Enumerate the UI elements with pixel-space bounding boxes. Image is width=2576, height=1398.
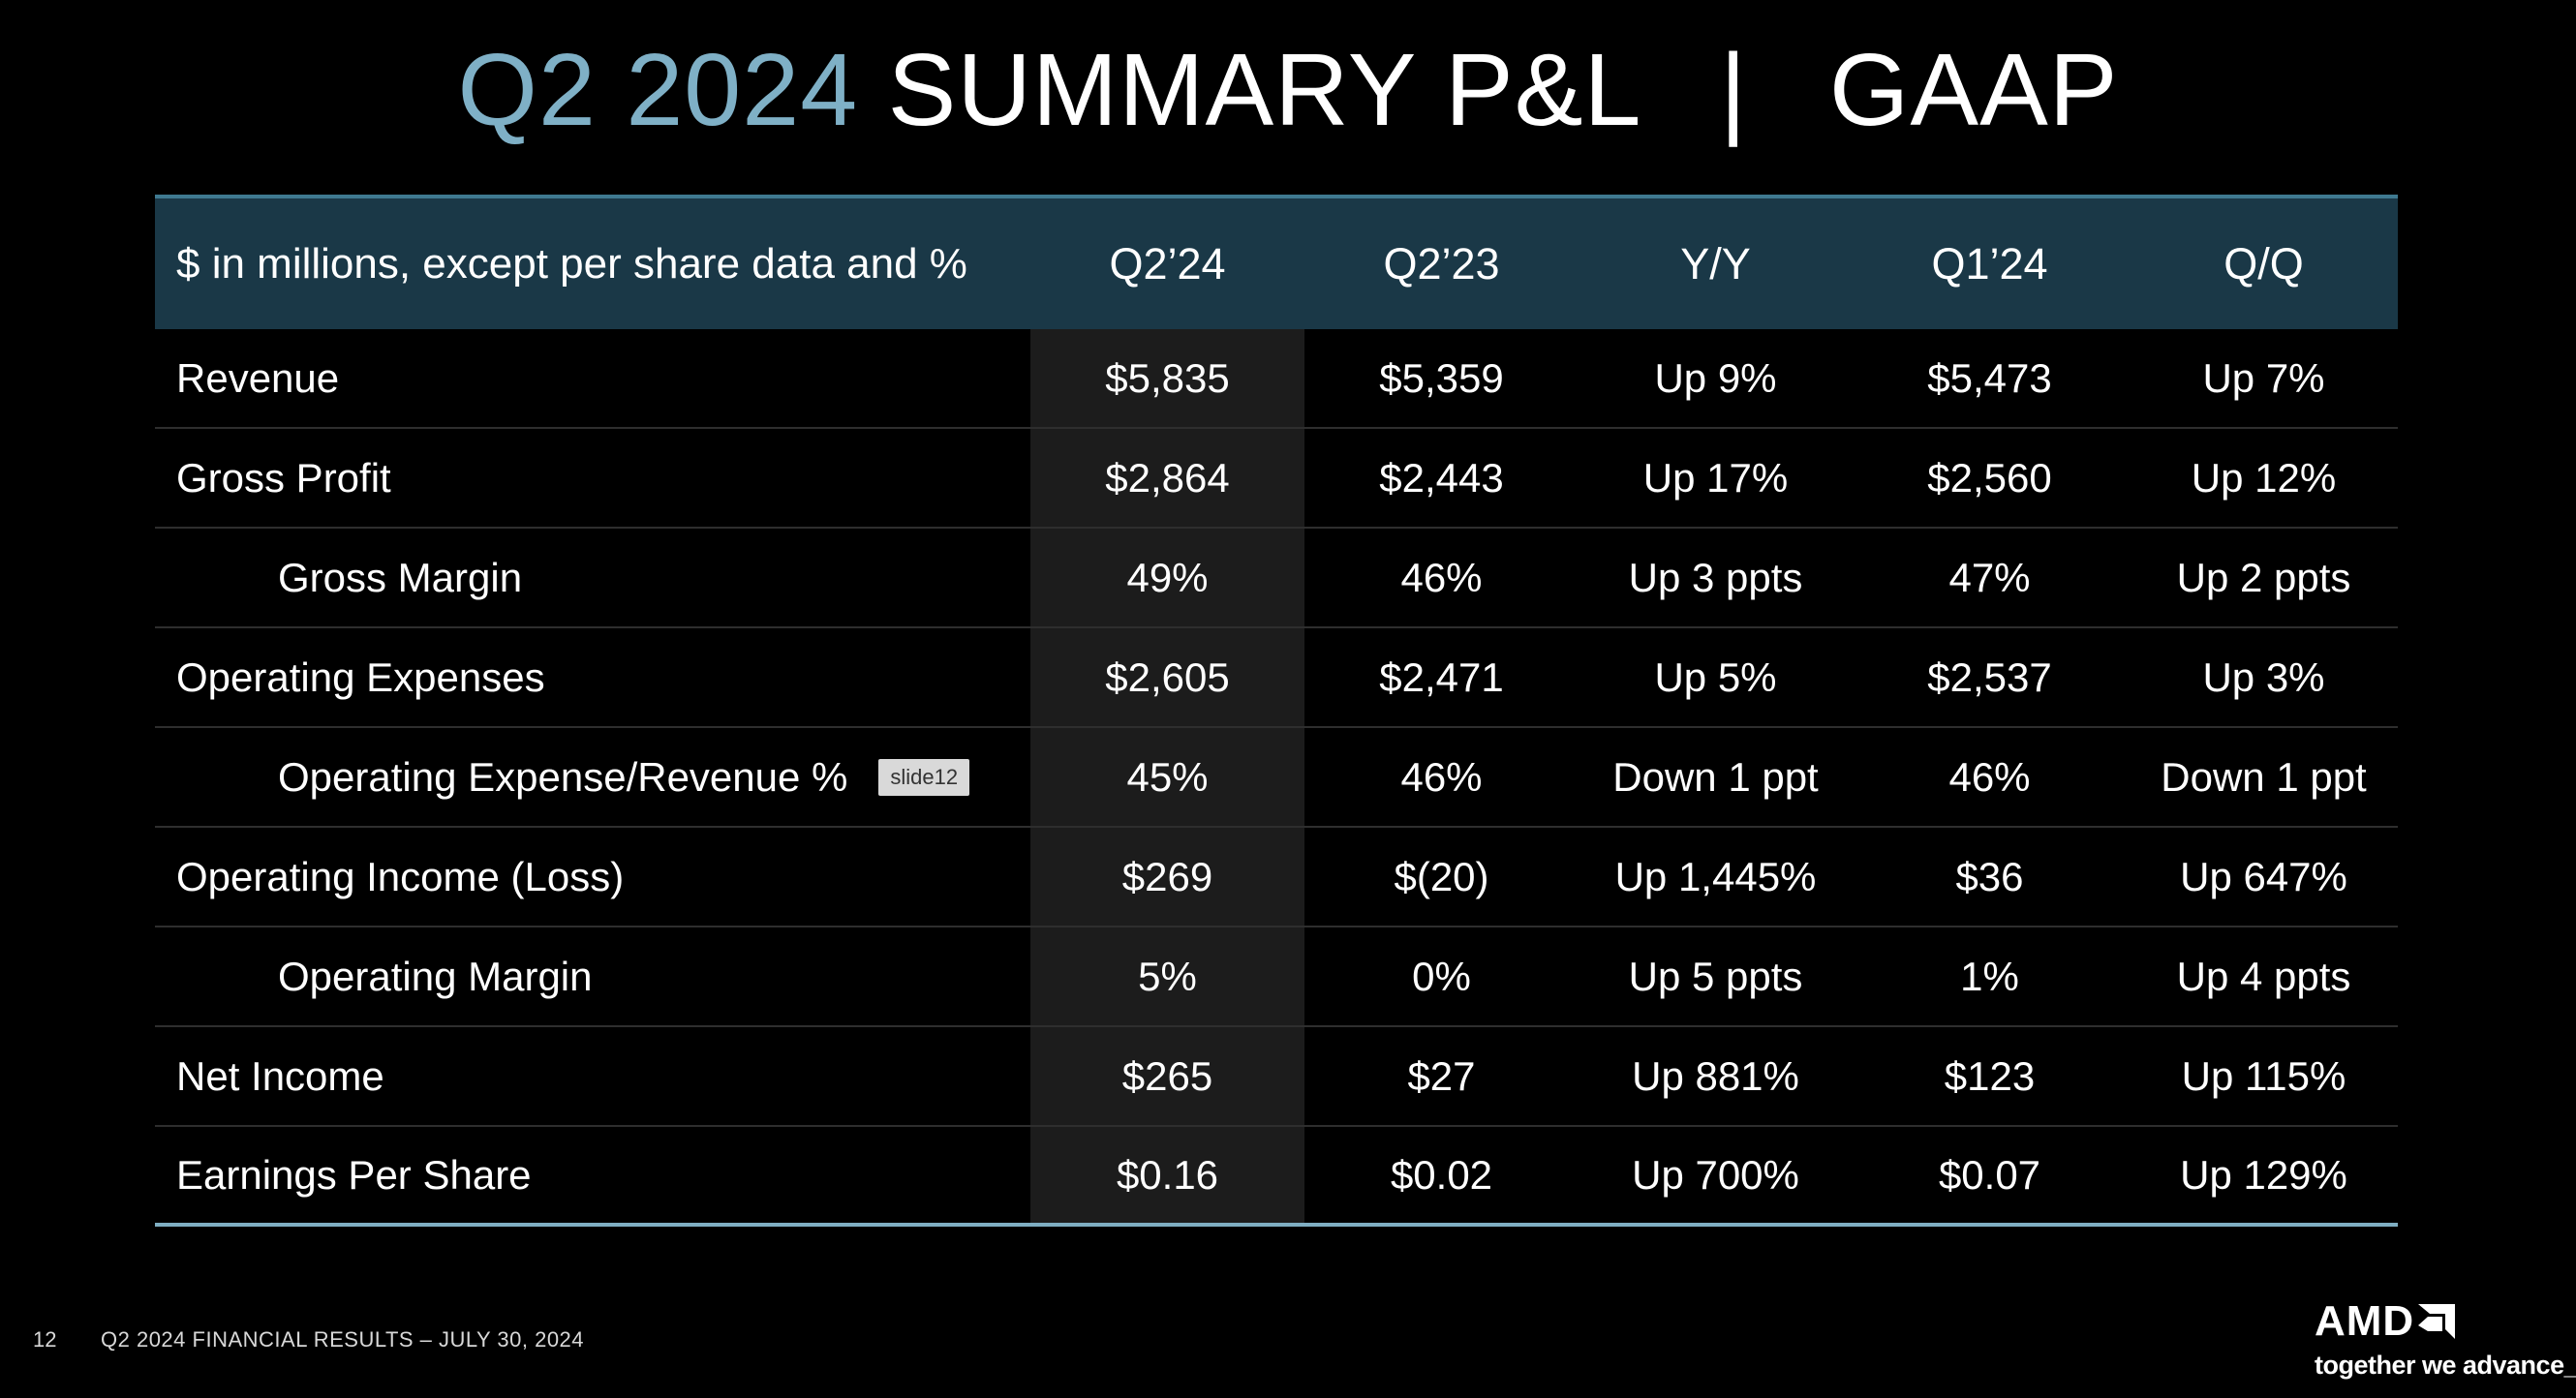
header-q1-24: Q1’24 <box>1931 238 2048 289</box>
table-row-operating-income: Operating Income (Loss) $269 $(20) Up 1,… <box>155 828 2398 927</box>
title-suffix: GAAP <box>1828 33 2119 147</box>
cell-q1-24: $2,537 <box>1927 653 2052 700</box>
cell-q1-24: $0.07 <box>1938 1151 2041 1198</box>
cell-yy: Up 700% <box>1632 1151 1799 1198</box>
table-row-operating-expenses: Operating Expenses $2,605 $2,471 Up 5% $… <box>155 628 2398 728</box>
cell-q2-24: $2,864 <box>1030 429 1304 527</box>
row-label: Gross Profit <box>176 454 391 501</box>
cell-q1-24: $5,473 <box>1927 354 2052 401</box>
cell-q2-24: 5% <box>1030 927 1304 1025</box>
table-row-gross-margin: Gross Margin 49% 46% Up 3 ppts 47% Up 2 … <box>155 529 2398 628</box>
cell-q2-24: $265 <box>1030 1027 1304 1125</box>
cell-q2-23: $5,359 <box>1379 354 1504 401</box>
cell-yy: Up 881% <box>1632 1052 1799 1099</box>
cell-yy: Down 1 ppt <box>1612 753 1819 800</box>
header-qq: Q/Q <box>2223 238 2304 289</box>
cell-q2-24: $5,835 <box>1030 329 1304 427</box>
cell-q1-24: $123 <box>1944 1052 2036 1099</box>
cell-yy: Up 17% <box>1642 454 1789 501</box>
cell-qq: Up 129% <box>2180 1151 2347 1198</box>
cell-qq: Up 4 ppts <box>2176 953 2351 999</box>
cell-yy: Up 5 ppts <box>1628 953 1803 999</box>
cell-q2-23: 0% <box>1412 953 1471 999</box>
cell-qq: Up 3% <box>2202 653 2325 700</box>
table-row-gross-profit: Gross Profit $2,864 $2,443 Up 17% $2,560… <box>155 429 2398 529</box>
cell-q2-24: 45% <box>1030 728 1304 826</box>
slide-tag: slide12 <box>878 758 970 796</box>
cell-qq: Down 1 ppt <box>2161 753 2367 800</box>
footer-text: Q2 2024 FINANCIAL RESULTS – JULY 30, 202… <box>101 1327 585 1352</box>
cell-q2-24: $0.16 <box>1030 1127 1304 1223</box>
cell-q1-24: $36 <box>1955 853 2024 899</box>
logo-wordmark: AMD <box>2315 1297 2415 1345</box>
cell-q2-24: $2,605 <box>1030 628 1304 726</box>
cell-q1-24: 1% <box>1960 953 2019 999</box>
header-yy: Y/Y <box>1680 238 1751 289</box>
table-row-net-income: Net Income $265 $27 Up 881% $123 Up 115% <box>155 1027 2398 1127</box>
title-accent: Q2 2024 <box>457 33 859 147</box>
cell-q2-23: $27 <box>1407 1052 1476 1099</box>
cell-q1-24: $2,560 <box>1927 454 2052 501</box>
cell-q2-23: $2,471 <box>1379 653 1504 700</box>
table-row-revenue: Revenue $5,835 $5,359 Up 9% $5,473 Up 7% <box>155 329 2398 429</box>
row-label: Revenue <box>176 354 340 401</box>
cell-qq: Up 647% <box>2180 853 2347 899</box>
cell-yy: Up 5% <box>1654 653 1777 700</box>
cell-yy: Up 9% <box>1654 354 1777 401</box>
cell-q2-24: 49% <box>1030 529 1304 626</box>
table-header: $ in millions, except per share data and… <box>155 195 2398 329</box>
cell-q1-24: 47% <box>1948 554 2031 600</box>
title-main: SUMMARY P&L <box>887 33 1639 147</box>
row-label: Gross Margin <box>278 554 523 600</box>
amd-logo: AMD together we advance_ <box>2315 1300 2576 1381</box>
amd-arrow-icon <box>2418 1304 2456 1339</box>
cell-yy: Up 3 ppts <box>1628 554 1803 600</box>
title-separator: | <box>1719 33 1748 147</box>
summary-pl-table: $ in millions, except per share data and… <box>155 195 2398 1227</box>
cell-qq: Up 12% <box>2191 454 2337 501</box>
cell-q2-23: $0.02 <box>1390 1151 1493 1198</box>
logo-tagline: together we advance_ <box>2315 1351 2576 1380</box>
table-row-opex-revenue: Operating Expense/Revenue % slide12 45% … <box>155 728 2398 828</box>
row-label: Net Income <box>176 1052 384 1099</box>
logo-wordmark-row: AMD <box>2315 1300 2566 1343</box>
row-label: Operating Margin <box>278 953 593 999</box>
row-label: Operating Expense/Revenue % <box>278 753 848 800</box>
row-label: Earnings Per Share <box>176 1151 532 1198</box>
header-q2-24: Q2’24 <box>1109 238 1226 289</box>
row-label: Operating Expenses <box>176 653 545 700</box>
cell-q2-23: $2,443 <box>1379 454 1504 501</box>
cell-qq: Up 2 ppts <box>2176 554 2351 600</box>
cell-q2-23: 46% <box>1400 554 1483 600</box>
cell-q2-23: $(20) <box>1394 853 1489 899</box>
cell-q1-24: 46% <box>1948 753 2031 800</box>
table-row-eps: Earnings Per Share $0.16 $0.02 Up 700% $… <box>155 1127 2398 1227</box>
cell-yy: Up 1,445% <box>1614 853 1817 899</box>
page-title: Q2 2024 SUMMARY P&L | GAAP <box>0 27 2576 153</box>
table-row-operating-margin: Operating Margin 5% 0% Up 5 ppts 1% Up 4… <box>155 927 2398 1027</box>
header-label: $ in millions, except per share data and… <box>176 239 967 288</box>
row-label: Operating Income (Loss) <box>176 853 625 899</box>
cell-qq: Up 7% <box>2202 354 2325 401</box>
cell-q2-24: $269 <box>1030 828 1304 926</box>
row-label-container: Operating Expense/Revenue % slide12 <box>155 728 1030 826</box>
cell-q2-23: 46% <box>1400 753 1483 800</box>
header-q2-23: Q2’23 <box>1383 238 1500 289</box>
cell-qq: Up 115% <box>2181 1052 2346 1099</box>
page-number: 12 <box>33 1327 57 1352</box>
